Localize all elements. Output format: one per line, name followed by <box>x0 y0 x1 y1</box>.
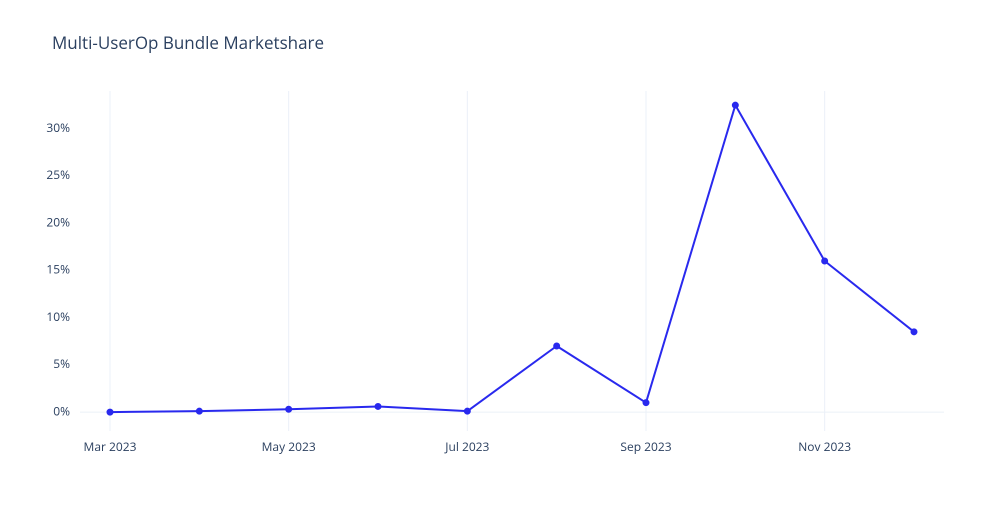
series-marker[interactable] <box>554 343 560 349</box>
y-tick-label: 10% <box>46 308 70 325</box>
series-marker[interactable] <box>464 408 470 414</box>
chart-title: Multi-UserOp Bundle Marketshare <box>52 31 324 54</box>
series-marker[interactable] <box>286 406 292 412</box>
y-tick-label: 25% <box>46 166 70 183</box>
x-tick-label: Mar 2023 <box>84 438 137 455</box>
series-marker[interactable] <box>107 409 113 415</box>
chart-container: Multi-UserOp Bundle Marketshare 0% 5% 10% 1… <box>0 0 984 525</box>
series-marker[interactable] <box>196 408 202 414</box>
line-chart[interactable]: 0% 5% 10% 15% 20% 25% 30% Mar 2023 May 2023 Jul 2… <box>0 0 984 525</box>
y-tick-label: 15% <box>46 261 70 278</box>
series-marker[interactable] <box>732 102 738 108</box>
x-tick-label: Sep 2023 <box>620 438 671 455</box>
series-marker[interactable] <box>911 329 917 335</box>
series-marker[interactable] <box>375 403 381 409</box>
x-tick-label: May 2023 <box>262 438 316 455</box>
y-tick-label: 20% <box>46 213 70 230</box>
x-tick-label: Nov 2023 <box>798 438 851 455</box>
series-marker[interactable] <box>822 258 828 264</box>
y-tick-label: 0% <box>53 402 70 419</box>
y-tick-label: 5% <box>53 355 70 372</box>
series-marker[interactable] <box>643 400 649 406</box>
x-tick-label: Jul 2023 <box>444 438 489 455</box>
y-tick-label: 30% <box>46 119 70 136</box>
